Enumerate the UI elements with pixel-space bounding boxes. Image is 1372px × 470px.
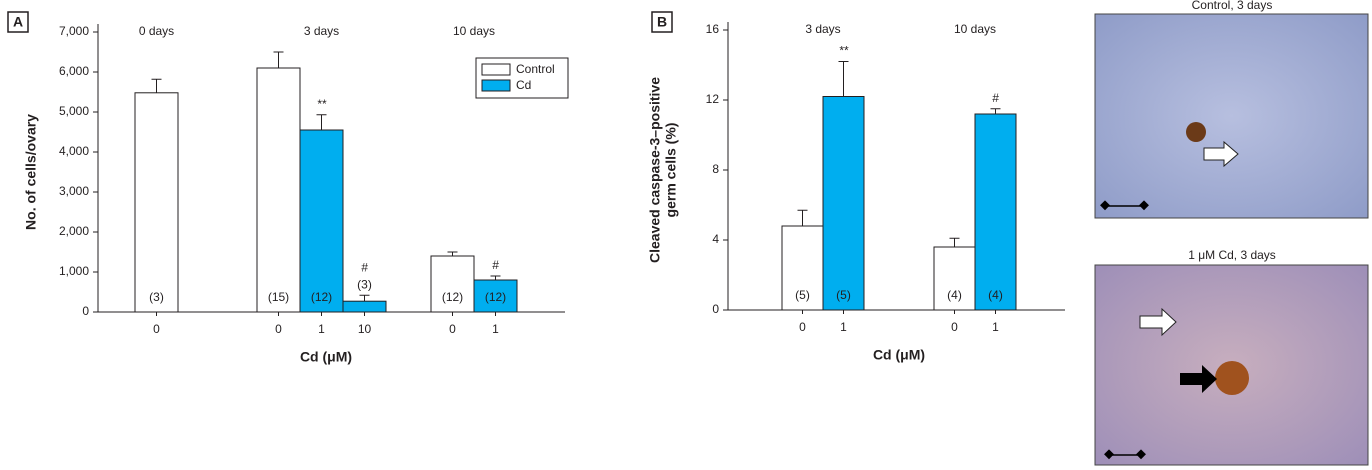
panel-label: A <box>13 14 23 30</box>
y-axis-title: germ cells (%) <box>663 123 679 218</box>
image-caption: Control, 3 days <box>1192 0 1273 12</box>
group-label: 3 days <box>304 24 339 38</box>
figure: Control, 3 days 1 μM Cd, 3 days A 0 1,000 2… <box>0 0 1372 470</box>
y-tick-label: 16 <box>706 22 720 36</box>
x-tick-label: 0 <box>799 320 806 334</box>
bar <box>975 114 1016 310</box>
stained-cell <box>1186 122 1206 142</box>
y-tick-label: 4 <box>712 232 719 246</box>
n-label: (12) <box>442 290 463 304</box>
bar <box>300 130 343 312</box>
x-axis-title: Cd (μM) <box>300 349 352 365</box>
x-tick-label: 0 <box>153 322 160 336</box>
n-label: (15) <box>268 290 289 304</box>
y-tick-label: 7,000 <box>59 24 89 38</box>
n-label: (5) <box>836 288 851 302</box>
y-tick-label: 4,000 <box>59 144 89 158</box>
y-axis-title: Cleaved caspase-3–positive <box>647 77 663 263</box>
n-label: (12) <box>485 290 506 304</box>
bar <box>823 97 864 311</box>
bar <box>257 68 300 312</box>
n-label: (5) <box>795 288 810 302</box>
panel-label: B <box>657 14 667 30</box>
error-bar <box>360 295 370 301</box>
y-tick-label: 6,000 <box>59 64 89 78</box>
y-tick-label: 8 <box>712 162 719 176</box>
x-tick-label: 1 <box>492 322 499 336</box>
y-tick-label: 0 <box>82 304 89 318</box>
error-bar <box>839 62 849 97</box>
legend-label: Control <box>516 62 555 76</box>
y-tick-label: 12 <box>706 92 720 106</box>
error-bar <box>317 115 327 130</box>
legend-swatch <box>482 64 510 75</box>
y-tick-label: 5,000 <box>59 104 89 118</box>
n-label: (3) <box>357 277 372 291</box>
n-label: (4) <box>988 288 1003 302</box>
y-tick-label: 1,000 <box>59 264 89 278</box>
x-tick-label: 0 <box>275 322 282 336</box>
y-tick-label: 2,000 <box>59 224 89 238</box>
y-tick-label: 0 <box>712 302 719 316</box>
error-bar <box>448 252 458 256</box>
error-bar <box>950 238 960 247</box>
n-label: (4) <box>947 288 962 302</box>
significance: # <box>992 91 999 105</box>
error-bar <box>152 79 162 93</box>
significance: ** <box>317 97 327 111</box>
x-tick-label: 0 <box>951 320 958 334</box>
micrograph <box>1095 14 1368 218</box>
x-axis-title: Cd (μM) <box>873 347 925 363</box>
bar <box>343 301 386 312</box>
legend-label: Cd <box>516 78 531 92</box>
group-label: 10 days <box>453 24 495 38</box>
group-label: 0 days <box>139 24 174 38</box>
x-tick-label: 0 <box>449 322 456 336</box>
group-label: 3 days <box>805 22 840 36</box>
n-label: (12) <box>311 290 332 304</box>
significance: # <box>492 258 499 272</box>
error-bar <box>798 210 808 226</box>
image-caption: 1 μM Cd, 3 days <box>1188 248 1276 262</box>
n-label: (3) <box>149 290 164 304</box>
error-bar <box>991 109 1001 114</box>
y-axis-title: No. of cells/ovary <box>23 114 39 230</box>
y-tick-label: 3,000 <box>59 184 89 198</box>
x-tick-label: 10 <box>358 322 372 336</box>
error-bar <box>274 52 284 68</box>
x-tick-label: 1 <box>318 322 325 336</box>
group-label: 10 days <box>954 22 996 36</box>
legend-swatch <box>482 80 510 91</box>
x-tick-label: 1 <box>840 320 847 334</box>
page: {"chart_data": [ {"type": "bar", "panel"… <box>0 0 1372 470</box>
bar <box>135 93 178 312</box>
significance: # <box>361 260 368 274</box>
x-tick-label: 1 <box>992 320 999 334</box>
significance: ** <box>839 44 849 58</box>
error-bar <box>491 276 501 280</box>
stained-cell <box>1215 361 1249 395</box>
